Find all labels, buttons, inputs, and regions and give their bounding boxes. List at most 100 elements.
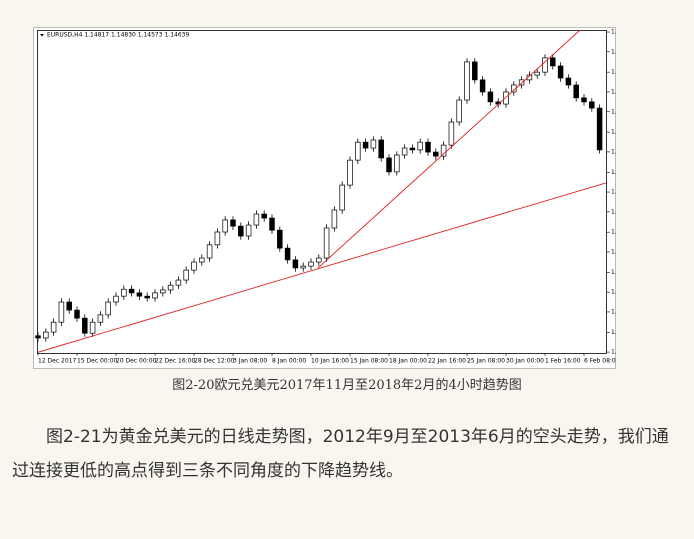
candle-body (214, 231, 221, 246)
candle-body (128, 288, 135, 294)
x-tick-label: 15 Dec 00:00 (77, 358, 118, 365)
candle-body (152, 292, 158, 299)
candle-body (550, 57, 556, 67)
y-tick-label: 1.20830 (611, 208, 616, 215)
y-tick-label: 1.24100 (611, 88, 616, 95)
x-tick-label: 3 Jan 08:00 (233, 358, 267, 365)
candle-body (448, 121, 455, 146)
candle-body (167, 284, 174, 291)
y-tick-label: 1.19735 (611, 248, 616, 255)
candle-body (160, 289, 166, 294)
candle-body (526, 74, 533, 81)
candle-body (74, 309, 80, 319)
candle-body (362, 141, 369, 149)
candle-body (66, 301, 72, 311)
y-tick-label: 1.18100 (611, 308, 616, 315)
candle-body (175, 279, 182, 286)
candle-body (378, 139, 384, 159)
candle-body (105, 301, 111, 316)
candle-body (355, 141, 361, 161)
x-tick-label: 20 Dec 00:00 (116, 358, 157, 365)
y-tick-label: 1.17545 (611, 329, 616, 336)
candle-body (238, 225, 244, 237)
candle-body (394, 154, 400, 173)
x-tick-label: 18 Jan 00:00 (389, 358, 427, 365)
candle-body (409, 147, 416, 151)
y-tick-label: 1.18640 (611, 289, 616, 296)
y-tick-label: 1.17005 (611, 349, 616, 356)
candle-body (183, 269, 189, 281)
candle-body (245, 224, 252, 237)
candle-body (573, 84, 579, 99)
y-tick-label: 1.25735 (611, 29, 616, 36)
candle-body (253, 213, 260, 226)
candle-body (401, 147, 408, 156)
candle-body (113, 295, 119, 303)
candle-body (464, 61, 470, 101)
candle-body (472, 61, 478, 81)
y-tick-label: 1.21370 (611, 189, 616, 196)
candle-body (370, 139, 377, 149)
candle-body (206, 244, 213, 259)
candle-body (222, 219, 228, 233)
candle-body (487, 91, 494, 103)
plot-area (37, 30, 607, 354)
y-tick-label: 1.22465 (611, 148, 616, 155)
candle-body (50, 321, 57, 333)
candle-body (386, 157, 392, 173)
candle-body (417, 141, 423, 151)
candle-body (581, 97, 587, 103)
candle-body (456, 99, 462, 123)
y-tick-label: 1.21910 (611, 169, 616, 176)
x-tick-label: 22 Jan 16:00 (428, 358, 466, 365)
x-tick-label: 22 Dec 16:00 (155, 358, 196, 365)
candle-body (323, 227, 330, 259)
candle-body (144, 295, 150, 299)
candle-body (308, 261, 314, 267)
candle-body (136, 292, 143, 297)
candle-body (300, 265, 306, 269)
candle-body (277, 229, 283, 249)
candle-body (82, 317, 88, 334)
candle-body (199, 257, 205, 263)
candle-body (347, 159, 353, 186)
candle-body (191, 261, 197, 271)
x-tick-label: 10 Jan 16:00 (311, 358, 349, 365)
y-tick-label: 1.25195 (611, 48, 616, 55)
candle-body (269, 217, 275, 231)
x-tick-label: 12 Dec 2017 (38, 358, 77, 365)
chart-title: EURUSD,H4 1.14817 1.14830 1.14573 1.1463… (47, 32, 189, 39)
trendline (317, 30, 581, 269)
candle-body (596, 107, 603, 151)
candle-body (557, 65, 564, 79)
candle-body (433, 151, 439, 157)
candle-body (35, 335, 41, 339)
candle-body (97, 314, 104, 323)
candle-body (589, 101, 595, 109)
y-tick-label: 1.20275 (611, 229, 616, 236)
y-tick-label: 1.23005 (611, 129, 616, 136)
x-tick-label: 25 Jan 08:00 (467, 358, 505, 365)
candle-body (425, 141, 431, 153)
x-tick-label: 28 Dec 12:00 (194, 358, 235, 365)
candle-body (230, 219, 236, 227)
x-tick-label: 1 Feb 16:00 (545, 358, 581, 365)
candle-body (542, 57, 548, 73)
candle-body (284, 247, 291, 261)
candle-body (292, 259, 299, 269)
candle-body (43, 331, 49, 339)
trendline (38, 182, 606, 353)
x-tick-label: 30 Jan 00:00 (506, 358, 544, 365)
x-tick-label: 15 Jan 08:00 (350, 358, 388, 365)
candle-body (503, 91, 509, 105)
symbol-arrow (40, 34, 44, 37)
chart: EURUSD,H4 1.14817 1.14830 1.14573 1.1463… (33, 27, 616, 369)
y-tick-label: 1.19180 (611, 269, 616, 276)
candle-body (261, 213, 267, 219)
candle-body (565, 77, 572, 86)
x-tick-label: 6 Feb 08:00 (584, 358, 616, 365)
y-tick-label: 1.24640 (611, 69, 616, 76)
candle-body (331, 209, 338, 229)
y-tick-label: 1.23560 (611, 108, 616, 115)
